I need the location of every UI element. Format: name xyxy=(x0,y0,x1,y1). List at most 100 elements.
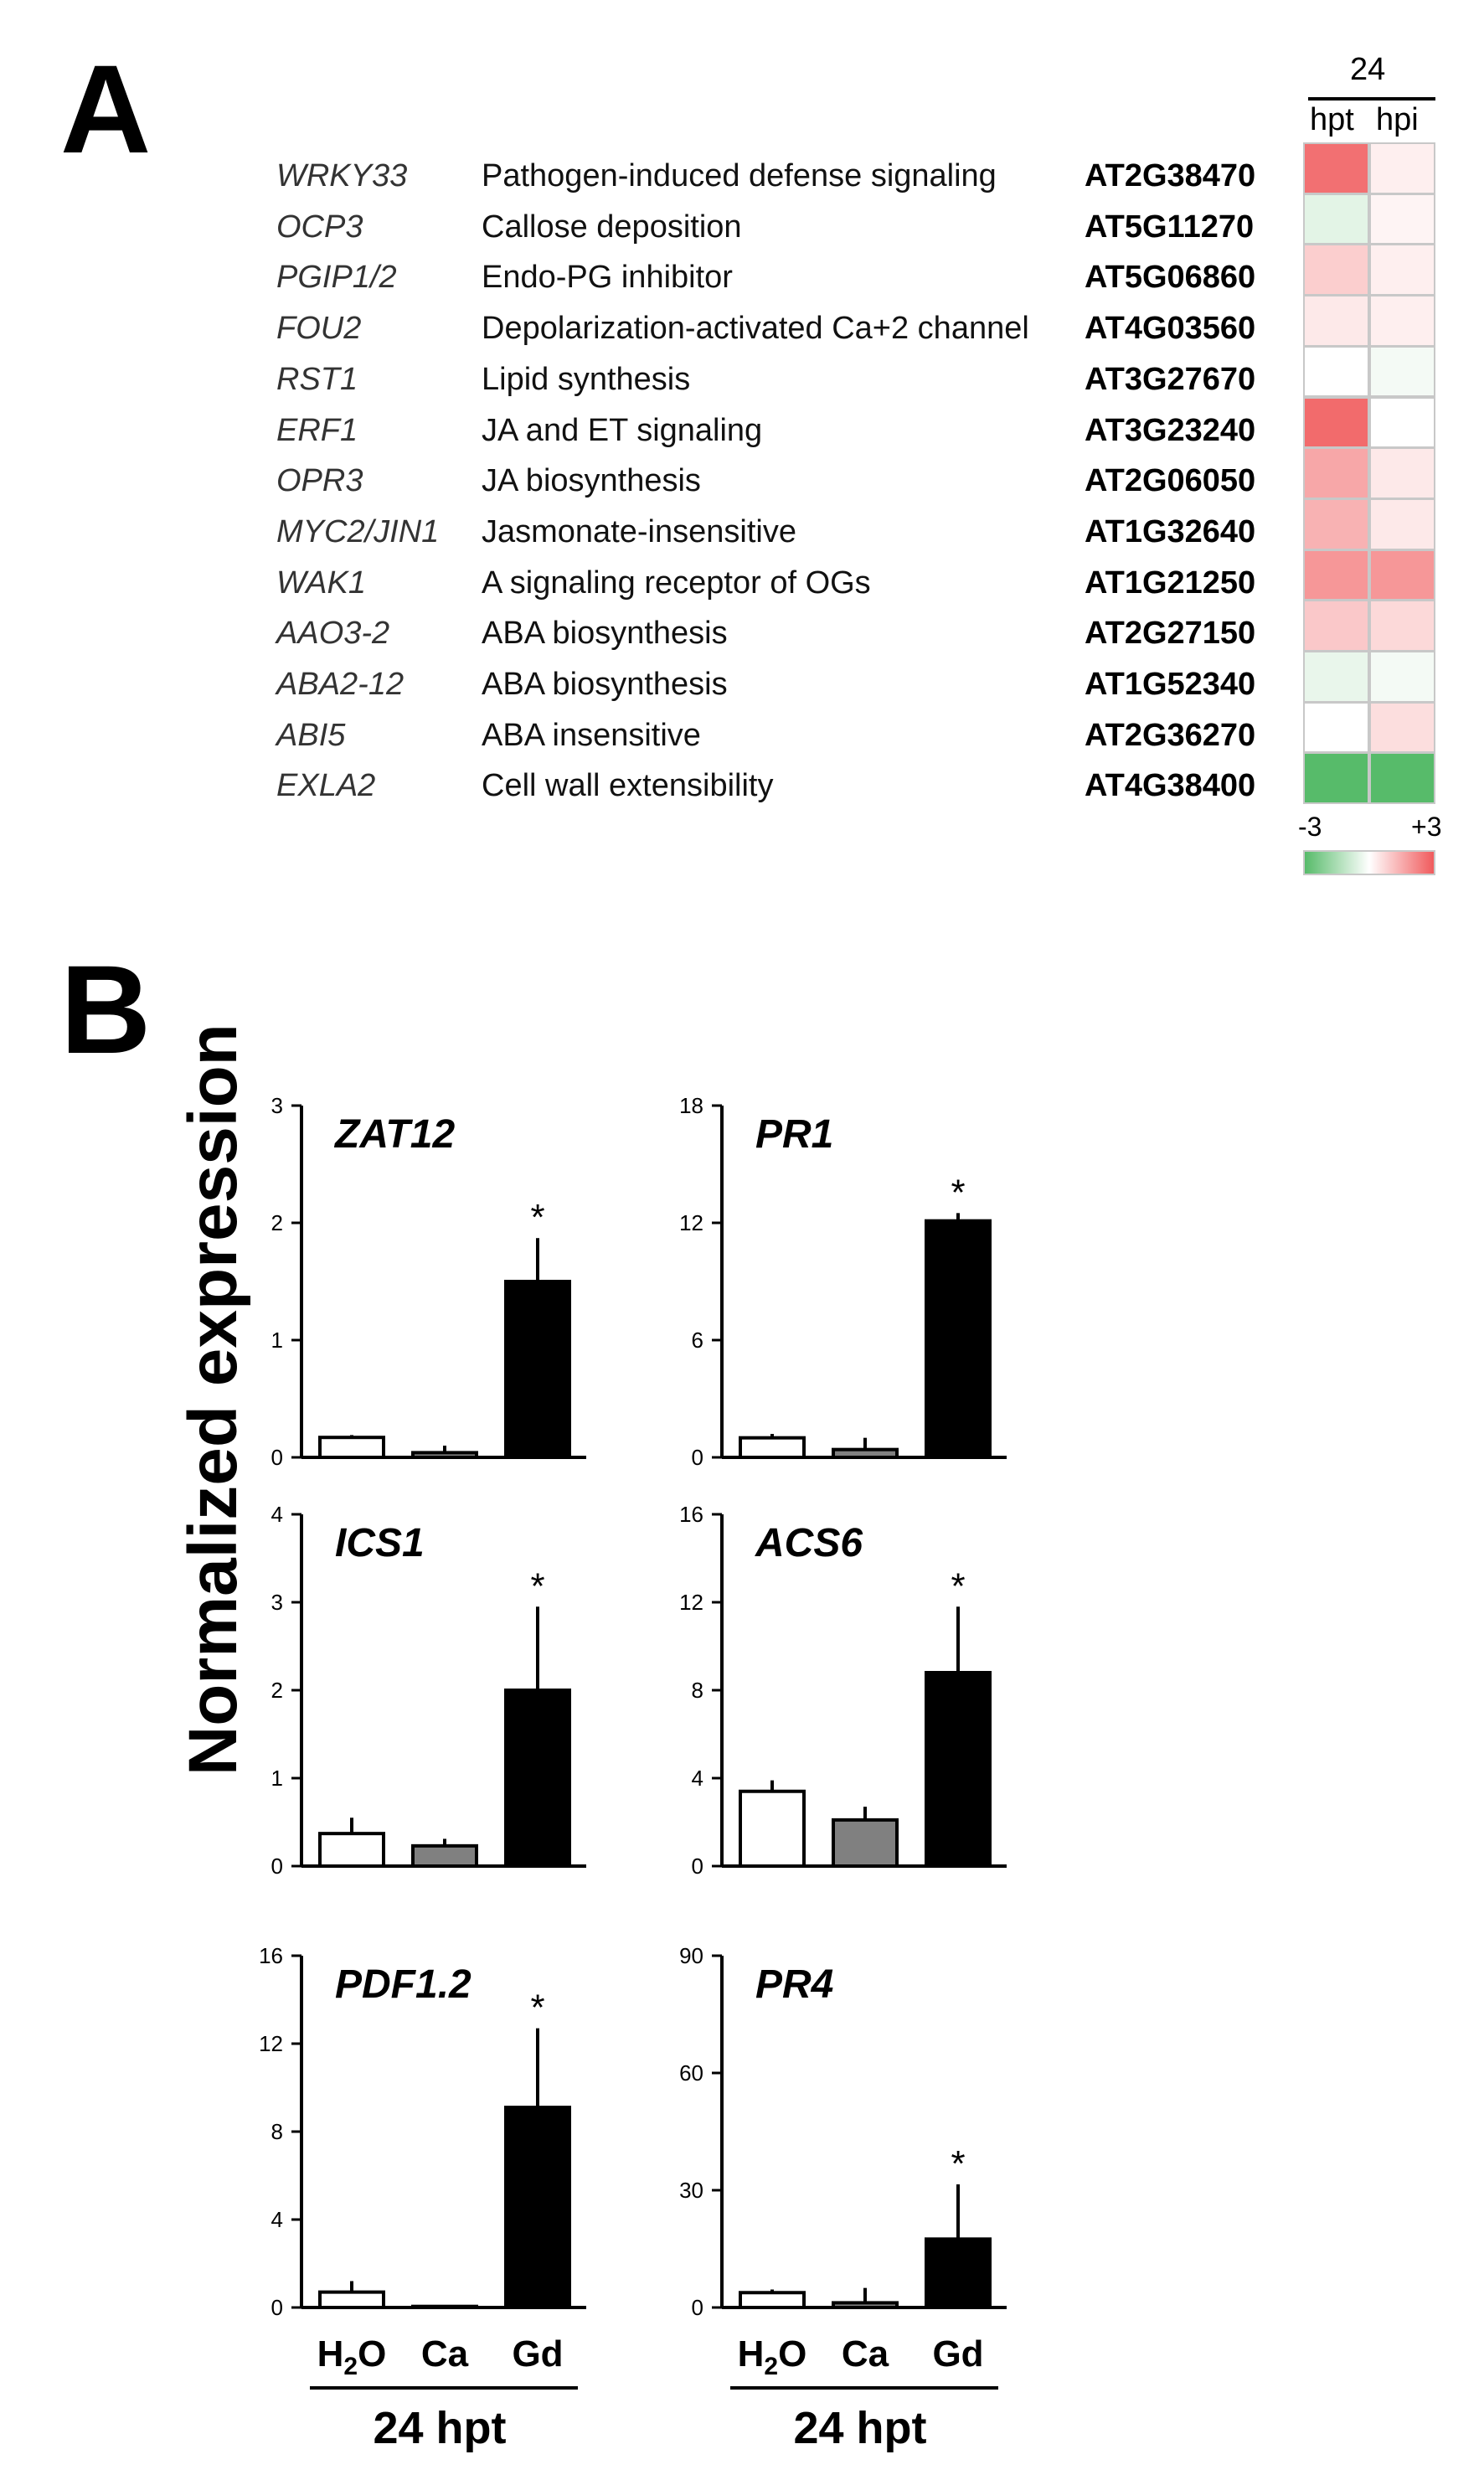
y-tick-label: 0 xyxy=(271,1854,283,1879)
gene-locus-id: AT4G03560 xyxy=(1085,311,1256,347)
x-tick-label: H2O xyxy=(738,2333,807,2380)
heatmap-column-label: hpt xyxy=(1310,102,1354,137)
heatmap-cell xyxy=(1369,345,1435,398)
bar xyxy=(739,1789,806,1868)
panel-b-label: B xyxy=(60,939,152,1080)
bar xyxy=(925,1219,992,1459)
heatmap-cell xyxy=(1303,600,1369,652)
heatmap-cell xyxy=(1303,396,1369,449)
bar xyxy=(832,1818,899,1868)
gene-function: A signaling receptor of OGs xyxy=(482,565,871,601)
heatmap-cell xyxy=(1303,498,1369,550)
bar xyxy=(411,1451,478,1460)
gene-symbol: EXLA2 xyxy=(276,768,376,804)
gene-function: Cell wall extensibility xyxy=(482,768,774,804)
gene-function: JA biosynthesis xyxy=(482,463,701,499)
gene-symbol: FOU2 xyxy=(276,311,362,347)
gene-symbol: ABA2-12 xyxy=(276,667,404,702)
gene-symbol: MYC2/JIN1 xyxy=(276,513,440,549)
gene-function: Callose deposition xyxy=(482,209,742,245)
significance-mark: * xyxy=(530,1988,544,2029)
y-tick-label: 1 xyxy=(271,1766,283,1791)
bar xyxy=(739,2291,806,2309)
bar xyxy=(504,1689,571,1868)
color-scale-bar xyxy=(1303,850,1435,876)
y-tick-label: 0 xyxy=(692,2295,703,2320)
heatmap-cell xyxy=(1303,142,1369,194)
gene-function: Pathogen-induced defense signaling xyxy=(482,158,997,193)
y-tick-label: 3 xyxy=(271,1590,283,1615)
y-tick-label: 18 xyxy=(679,1093,703,1118)
y-tick-label: 16 xyxy=(259,1943,283,1968)
chart-title: PR1 xyxy=(755,1112,833,1157)
x-group-label: 24 hpt xyxy=(373,2403,506,2453)
bar xyxy=(832,1447,899,1459)
bar xyxy=(504,1280,571,1459)
chart-title: PR4 xyxy=(755,1962,833,2007)
significance-mark: * xyxy=(530,1565,544,1606)
gene-symbol: ABI5 xyxy=(276,717,346,753)
heatmap-cell xyxy=(1303,651,1369,703)
bar xyxy=(925,1671,992,1868)
gene-locus-id: AT5G06860 xyxy=(1085,260,1256,296)
heatmap-cell xyxy=(1369,549,1435,601)
y-tick-label: 8 xyxy=(271,2119,283,2144)
y-tick-label: 0 xyxy=(692,1854,703,1879)
y-tick-label: 16 xyxy=(679,1502,703,1527)
gene-locus-id: AT2G36270 xyxy=(1085,717,1256,753)
heatmap-cell xyxy=(1369,447,1435,499)
gene-symbol: OCP3 xyxy=(276,209,363,245)
y-tick-label: 30 xyxy=(679,2178,703,2203)
heatmap-cell xyxy=(1303,752,1369,805)
bar xyxy=(925,2237,992,2309)
heatmap-cell xyxy=(1369,193,1435,245)
y-tick-label: 0 xyxy=(271,1445,283,1470)
gene-function: Jasmonate-insensitive xyxy=(482,513,796,549)
gene-locus-id: AT1G32640 xyxy=(1085,513,1256,549)
y-tick-label: 3 xyxy=(271,1093,283,1118)
gene-symbol: AAO3-2 xyxy=(276,616,390,652)
gene-symbol: RST1 xyxy=(276,361,358,397)
gene-symbol: PGIP1/2 xyxy=(276,260,397,296)
x-tick-label: Gd xyxy=(932,2333,983,2374)
heatmap-column-label: hpi xyxy=(1376,102,1419,137)
bar xyxy=(318,2290,385,2309)
significance-mark: * xyxy=(951,2143,965,2184)
y-tick-label: 1 xyxy=(271,1328,283,1353)
heatmap-cell xyxy=(1303,244,1369,296)
bar xyxy=(318,1436,385,1459)
heatmap-cell xyxy=(1303,549,1369,601)
y-tick-label: 8 xyxy=(692,1678,703,1703)
gene-locus-id: AT3G27670 xyxy=(1085,361,1256,397)
y-tick-label: 2 xyxy=(271,1210,283,1235)
bar xyxy=(739,1436,806,1459)
heatmap-cell xyxy=(1303,701,1369,754)
scale-min-label: -3 xyxy=(1298,812,1322,843)
x-tick-label: Ca xyxy=(421,2333,469,2374)
x-tick-label: H2O xyxy=(317,2333,387,2380)
y-tick-label: 12 xyxy=(679,1590,703,1615)
y-tick-label: 12 xyxy=(259,2031,283,2056)
y-tick-label: 0 xyxy=(692,1445,703,1470)
gene-function: ABA biosynthesis xyxy=(482,616,728,652)
heatmap-timepoint: 24 xyxy=(1350,52,1386,87)
heatmap-cell xyxy=(1369,244,1435,296)
gene-locus-id: AT2G27150 xyxy=(1085,616,1256,652)
gene-locus-id: AT2G06050 xyxy=(1085,463,1256,499)
chart-title: ICS1 xyxy=(335,1521,425,1565)
chart-title: ACS6 xyxy=(755,1521,863,1565)
bar xyxy=(832,2301,899,2309)
heatmap-header-rule xyxy=(1308,97,1435,101)
heatmap-cell xyxy=(1369,600,1435,652)
bar xyxy=(318,1832,385,1868)
y-tick-label: 4 xyxy=(692,1766,703,1791)
y-tick-label: 60 xyxy=(679,2060,703,2086)
y-tick-label: 90 xyxy=(679,1943,703,1968)
gene-function: ABA biosynthesis xyxy=(482,667,728,702)
gene-locus-id: AT3G23240 xyxy=(1085,412,1256,448)
y-tick-label: 0 xyxy=(271,2295,283,2320)
panel-a-label: A xyxy=(60,39,152,179)
heatmap-cell xyxy=(1369,701,1435,754)
gene-function: JA and ET signaling xyxy=(482,412,763,448)
